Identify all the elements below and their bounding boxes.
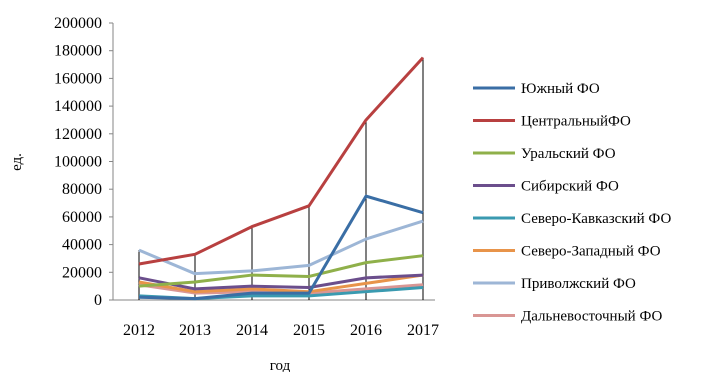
legend-label: Южный ФО — [521, 81, 600, 97]
x-tick-label: 2014 — [236, 322, 268, 339]
x-tick-label: 2017 — [407, 322, 439, 339]
y-tick-label: 200000 — [54, 15, 102, 32]
y-tick-label: 40000 — [62, 237, 102, 254]
series-line — [138, 219, 424, 276]
x-tick-label: 2015 — [293, 322, 325, 339]
x-axis-title: год — [270, 358, 291, 372]
y-axis-ticks: 0 20000 40000 60000 80000 100000 120000 140000 1… — [54, 15, 113, 309]
legend-label: Приволжский ФО — [521, 276, 636, 292]
legend-label: Сибирский ФО — [521, 179, 619, 195]
y-tick-label: 180000 — [54, 43, 102, 60]
y-tick-label: 60000 — [62, 209, 102, 226]
legend: Южный ФО ЦентральныйФО Уральский ФО Сибирск… — [473, 81, 671, 325]
legend-label: Северо-Кавказский ФО — [521, 211, 671, 227]
x-tick-label: 2012 — [123, 322, 155, 339]
legend-label: Уральский ФО — [521, 146, 616, 162]
series-line — [138, 56, 425, 266]
legend-label: ЦентральныйФО — [521, 114, 631, 130]
x-tick-label: 2013 — [179, 322, 211, 339]
x-axis-ticks: 2012 2013 2014 2015 2016 2017 — [123, 322, 439, 339]
y-tick-label: 140000 — [54, 98, 102, 115]
y-tick-label: 80000 — [62, 181, 102, 198]
drop-lines — [138, 57, 424, 300]
y-tick-label: 160000 — [54, 70, 102, 87]
series-line — [138, 273, 424, 291]
legend-label: Северо-Западный ФО — [521, 244, 661, 260]
y-tick-label: 20000 — [62, 264, 102, 281]
y-tick-label: 0 — [94, 292, 102, 309]
y-axis-title: ед. — [9, 153, 25, 171]
legend-label: Дальневосточный ФО — [521, 309, 662, 325]
y-tick-label: 120000 — [54, 126, 102, 143]
y-tick-label: 100000 — [54, 154, 102, 171]
series-lines — [138, 56, 425, 301]
series-line — [138, 273, 424, 294]
x-tick-label: 2016 — [350, 322, 382, 339]
series-line — [138, 194, 424, 301]
series-line — [138, 254, 424, 288]
